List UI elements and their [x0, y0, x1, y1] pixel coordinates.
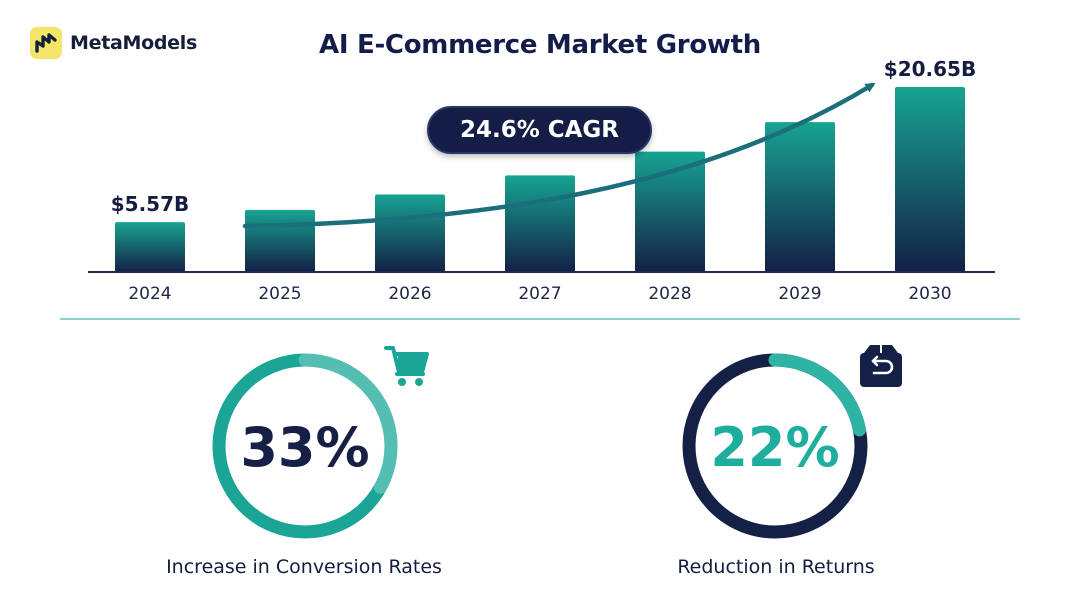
- cagr-badge: 24.6% CAGR: [427, 106, 652, 154]
- return-box-icon: [858, 343, 904, 393]
- conversion-rate-ring: 33%: [212, 353, 398, 539]
- conversion-rate-label: Increase in Conversion Rates: [166, 556, 442, 578]
- logo-icon: [30, 27, 62, 59]
- bar-2030: [895, 87, 965, 272]
- brand-name: MetaModels: [70, 32, 197, 54]
- x-tick-label: 2029: [778, 284, 821, 304]
- page-title: AI E-Commerce Market Growth: [319, 30, 761, 60]
- shopping-cart-icon: [383, 342, 431, 394]
- ring-progress-arc: [682, 353, 868, 539]
- bar-2025: [245, 209, 315, 272]
- returns-label: Reduction in Returns: [677, 556, 875, 578]
- x-tick-label: 2026: [388, 284, 431, 304]
- value-label-2024: $5.57B: [111, 192, 190, 216]
- bar-2029: [765, 122, 835, 272]
- bar-2027: [505, 175, 575, 272]
- ring-progress-arc: [212, 353, 398, 539]
- x-tick-label: 2028: [648, 284, 691, 304]
- x-tick-label: 2030: [908, 284, 951, 304]
- bar-2028: [635, 151, 705, 272]
- x-tick-label: 2025: [258, 284, 301, 304]
- bar-chart: 2024 2025 2026 2027 2028 2029 2030 $5.57B $20.6…: [88, 57, 995, 304]
- x-tick-label: 2027: [518, 284, 561, 304]
- returns-ring: 22%: [682, 353, 868, 539]
- stat-value: 22%: [710, 416, 839, 479]
- x-tick-label: 2024: [128, 284, 171, 304]
- section-divider: [60, 318, 1020, 320]
- bar-2024: [115, 222, 185, 272]
- bar-2026: [375, 194, 445, 272]
- trend-arrow: [242, 82, 876, 229]
- value-label-2030: $20.65B: [884, 57, 976, 81]
- brand-logo: MetaModels: [30, 27, 197, 59]
- stat-value: 33%: [240, 416, 369, 479]
